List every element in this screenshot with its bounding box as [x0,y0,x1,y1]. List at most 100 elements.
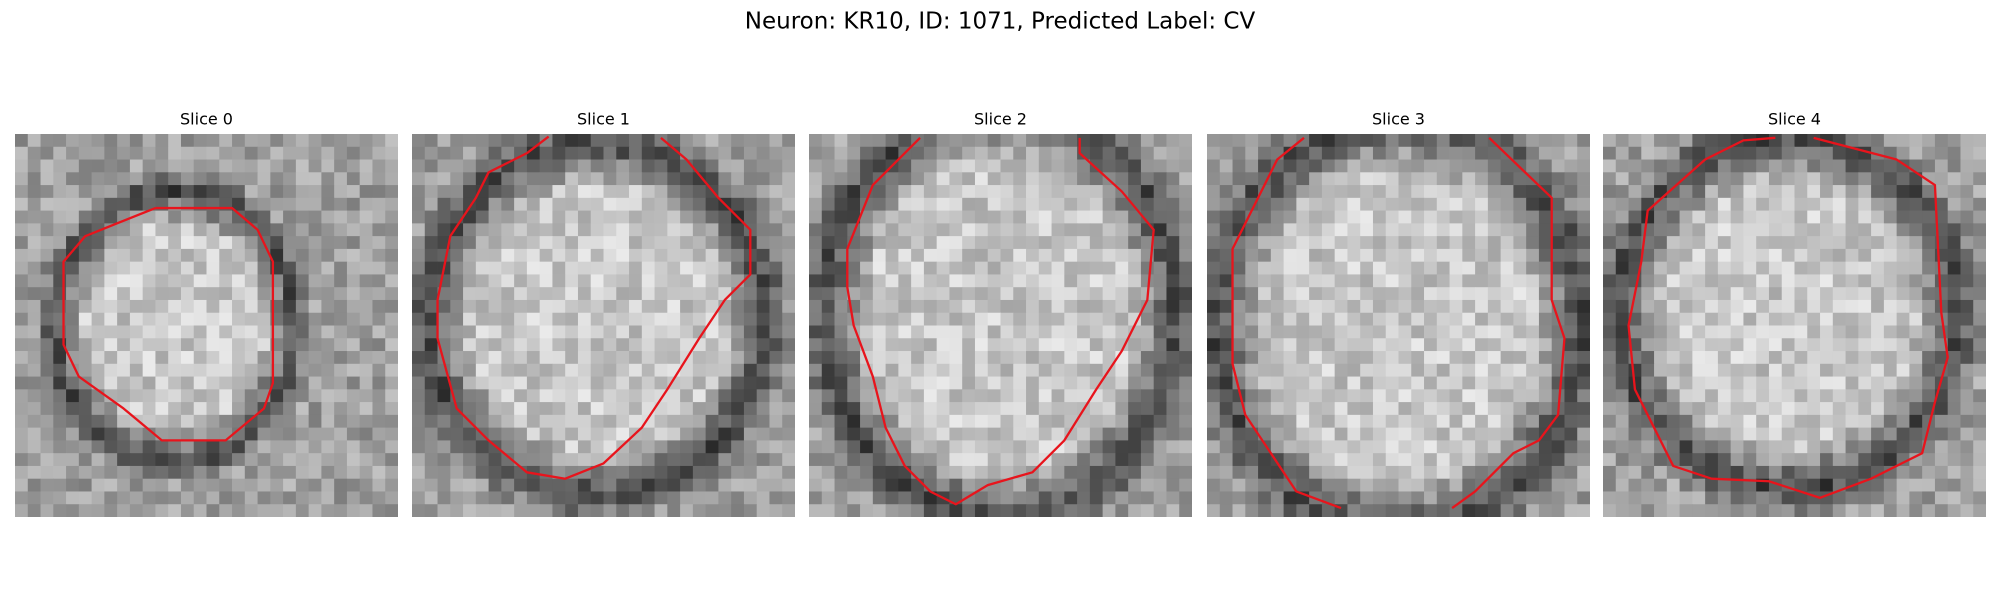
pixel [193,223,207,237]
pixel [1449,414,1463,429]
pixel [1564,197,1578,211]
pixel [1666,185,1680,199]
pixel [437,197,451,211]
pixel [1398,299,1412,314]
pixel [1245,223,1259,237]
pixel [718,338,732,352]
pixel [129,274,144,288]
pixel [1960,197,1974,211]
pixel [1513,402,1527,416]
pixel [629,351,643,365]
pixel [1858,376,1872,390]
pixel [1038,414,1052,429]
pixel [1922,146,1936,160]
pixel [1603,402,1617,416]
pixel [257,172,271,186]
pixel [372,146,386,160]
pixel [974,185,989,199]
pixel [437,453,451,467]
pixel [1334,223,1348,237]
pixel [295,134,310,148]
pixel [1258,261,1272,275]
pixel [66,185,80,199]
pixel [1896,504,1910,517]
pixel [1245,146,1259,160]
pixel [526,210,541,224]
pixel [1794,248,1808,263]
pixel [1398,172,1412,186]
pixel [27,197,41,211]
pixel [1089,440,1104,454]
pixel [1038,504,1052,517]
pixel [1424,427,1438,441]
pixel [1845,453,1859,467]
pixel [372,491,386,505]
pixel [680,504,694,517]
pixel [987,427,1001,441]
pixel [1128,299,1142,314]
pixel [27,338,41,352]
pixel [359,427,373,441]
pixel [1603,261,1617,275]
pixel [590,325,604,339]
pixel [872,351,886,365]
pixel [1000,376,1014,390]
image-panel [809,134,1192,517]
pixel [1232,261,1246,275]
pixel [1449,274,1463,288]
pixel [168,363,182,377]
pixel [1245,287,1259,301]
pixel [872,478,886,492]
pixel [552,351,566,365]
pixel [1909,223,1923,237]
pixel [1743,402,1757,416]
pixel [206,338,220,352]
pixel [1321,146,1336,160]
pixel [577,134,592,148]
pixel [1513,223,1527,237]
pixel [1115,363,1129,377]
pixel [1334,402,1348,416]
pixel [1026,299,1040,314]
pixel [860,287,874,301]
pixel [1102,504,1116,517]
pixel [501,210,515,224]
pixel [1166,491,1180,505]
pixel [769,210,783,224]
pixel [1858,312,1872,326]
pixel [1385,223,1399,237]
pixel [359,159,373,173]
pixel [1232,351,1246,365]
pixel [27,287,41,301]
pixel [936,465,950,480]
pixel [129,402,144,416]
pixel [1641,223,1655,237]
pixel [860,504,874,517]
pixel [15,248,29,263]
pixel [769,325,783,339]
pixel [232,312,246,326]
pixel [1436,453,1450,467]
pixel [1219,274,1233,288]
pixel [539,453,553,467]
pixel [1309,261,1323,275]
pixel [898,351,912,365]
pixel [1896,338,1910,352]
pixel [1577,465,1590,480]
pixel [911,363,925,377]
pixel [1309,402,1323,416]
pixel [641,159,655,173]
pixel [66,236,80,250]
pixel [1768,223,1783,237]
pixel [1153,478,1167,492]
pixel [219,134,233,148]
pixel [475,338,489,352]
pixel [1449,159,1463,173]
pixel [1398,465,1412,480]
pixel [1832,146,1846,160]
pixel [1153,414,1167,429]
pixel [475,389,489,403]
pixel [1077,261,1091,275]
pixel [1960,325,1974,339]
pixel [872,312,886,326]
